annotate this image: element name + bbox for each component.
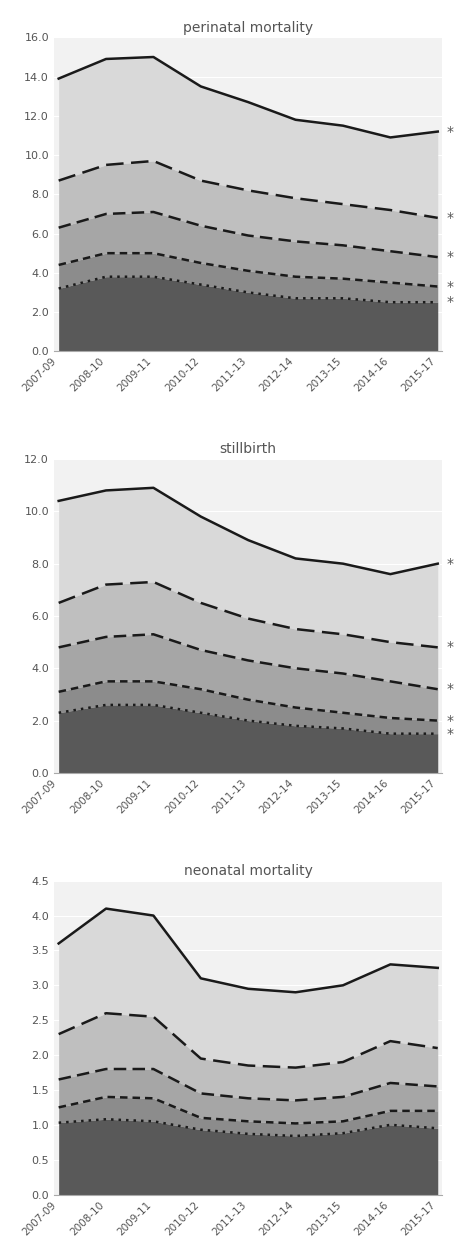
Text: *: * [447, 125, 453, 138]
Text: *: * [447, 556, 453, 571]
Title: neonatal mortality: neonatal mortality [184, 864, 313, 878]
Text: *: * [447, 640, 453, 654]
Text: *: * [447, 727, 453, 741]
Text: *: * [447, 713, 453, 727]
Title: perinatal mortality: perinatal mortality [183, 21, 313, 35]
Text: *: * [447, 682, 453, 696]
Text: *: * [447, 250, 453, 264]
Text: *: * [447, 279, 453, 293]
Text: *: * [447, 211, 453, 225]
Text: *: * [447, 296, 453, 309]
Title: stillbirth: stillbirth [220, 443, 277, 457]
